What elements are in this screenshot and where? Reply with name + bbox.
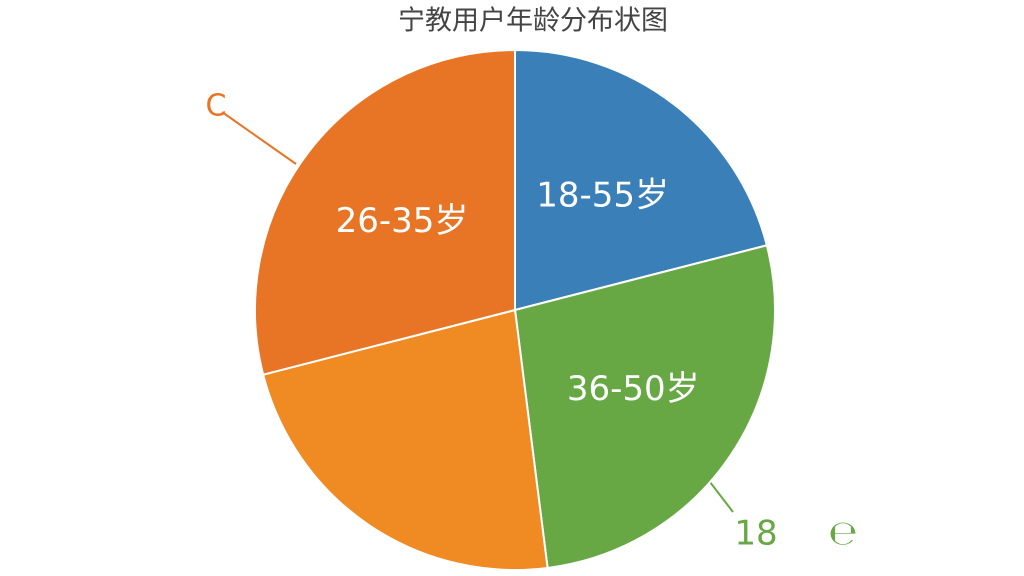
annotation: C — [206, 89, 227, 124]
slice-label: 36-50岁 — [567, 369, 700, 409]
pie-slice — [513, 244, 776, 570]
pie-slice — [254, 48, 516, 376]
slice-label: 26-35岁 — [336, 201, 469, 241]
pie-slice — [514, 48, 769, 312]
annotation: 18 — [734, 514, 777, 554]
slice-label: 18-55岁 — [536, 176, 669, 216]
pie-slice — [261, 308, 549, 571]
chart-title: 宁教用户年龄分布状图 — [398, 6, 668, 37]
pie: 18-55岁 36-50岁 26-35岁 — [254, 48, 776, 571]
leader-line — [221, 111, 297, 165]
annotation: ℮ — [828, 514, 857, 554]
